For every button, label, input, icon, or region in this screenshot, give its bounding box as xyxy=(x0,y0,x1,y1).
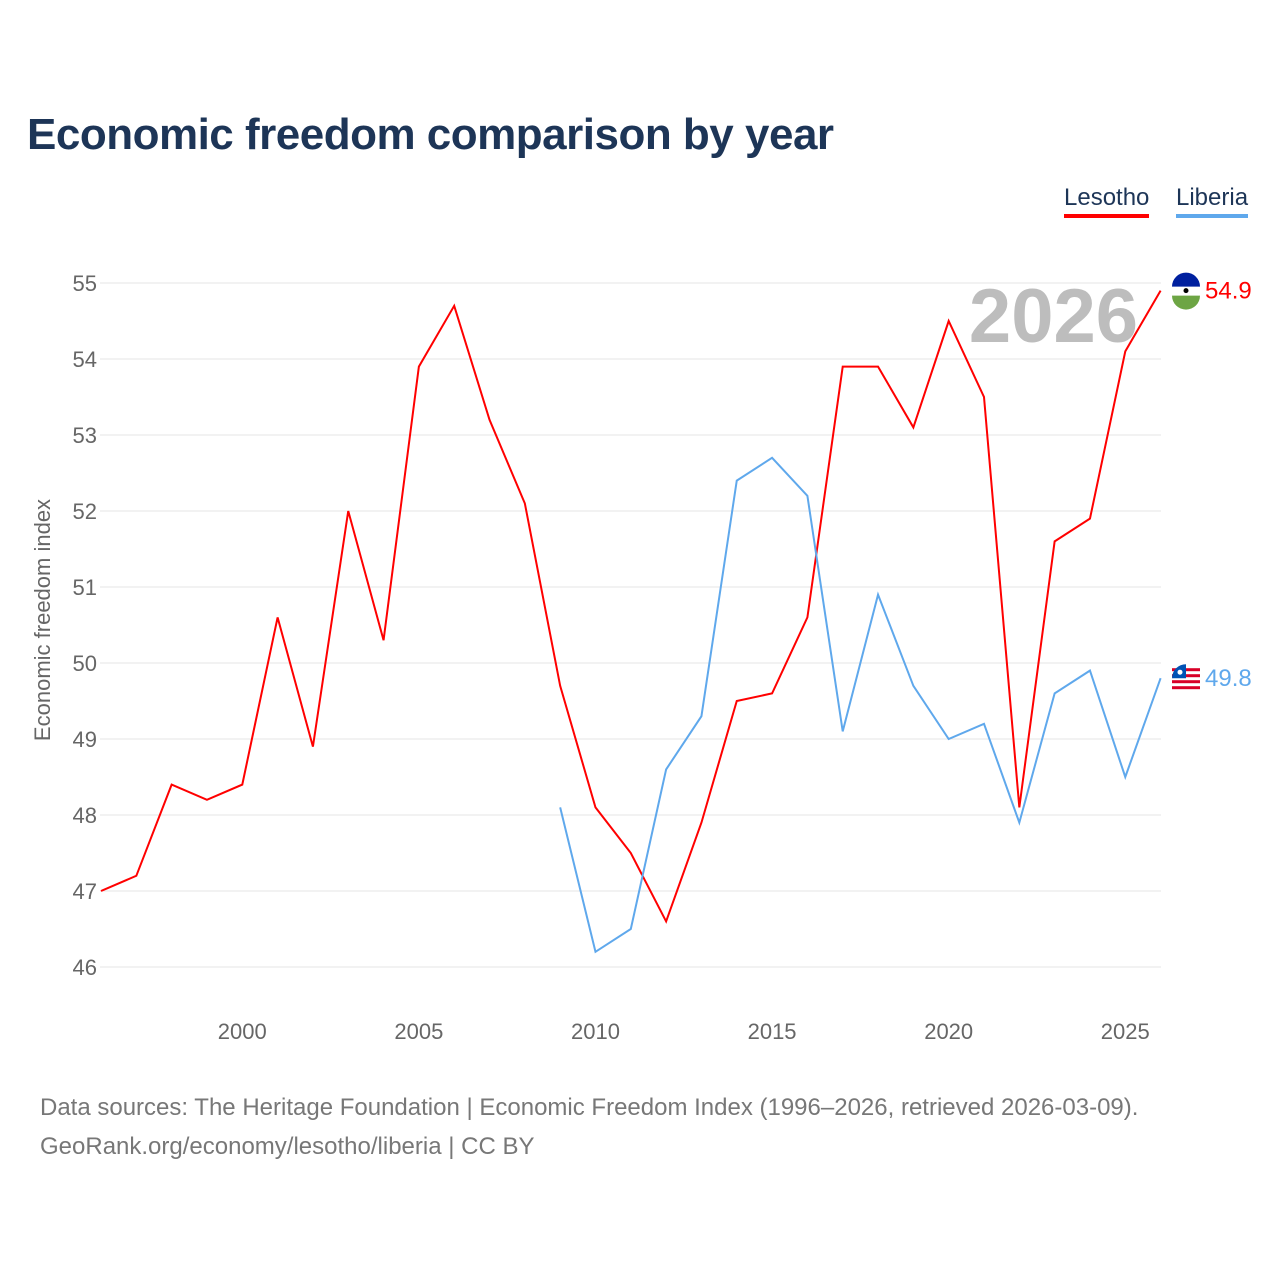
x-tick-label: 2010 xyxy=(571,1019,620,1044)
y-tick-label: 46 xyxy=(73,955,97,980)
x-tick-label: 2000 xyxy=(218,1019,267,1044)
x-tick-label: 2015 xyxy=(748,1019,797,1044)
y-tick-label: 55 xyxy=(73,271,97,296)
chart-title: Economic freedom comparison by year xyxy=(27,110,834,159)
year-watermark: 2026 xyxy=(969,274,1138,359)
x-tick-label: 2025 xyxy=(1101,1019,1150,1044)
x-tick-label: 2005 xyxy=(394,1019,443,1044)
y-tick-label: 54 xyxy=(73,347,97,372)
legend-liberia[interactable]: Liberia xyxy=(1176,184,1249,218)
end-label-lesotho: 54.9 xyxy=(1205,278,1252,305)
flag-hat xyxy=(1183,288,1189,294)
legend-lesotho[interactable]: Lesotho xyxy=(1064,184,1150,218)
y-tick-label: 53 xyxy=(73,423,97,448)
y-tick-label: 47 xyxy=(73,879,97,904)
flag-liberia-icon xyxy=(1172,664,1200,693)
source-note: Data sources: The Heritage Foundation | … xyxy=(40,1088,1138,1166)
flag-stripe xyxy=(1172,272,1200,287)
series-line-lesotho xyxy=(100,290,1162,924)
y-tick-label: 50 xyxy=(73,651,97,676)
y-tick-label: 49 xyxy=(73,727,97,752)
y-tick-label: 51 xyxy=(73,575,97,600)
series-line-liberia xyxy=(559,456,1162,954)
source-line-1: Data sources: The Heritage Foundation | … xyxy=(40,1094,1139,1121)
x-tick-label: 2020 xyxy=(924,1019,973,1044)
flag-stripe xyxy=(1172,686,1200,690)
y-tick-label: 48 xyxy=(73,803,97,828)
y-tick-label: 52 xyxy=(73,499,97,524)
end-label-liberia: 49.8 xyxy=(1205,665,1252,692)
flag-lesotho-icon xyxy=(1172,272,1200,310)
flag-stripe xyxy=(1172,680,1200,684)
flag-star xyxy=(1177,669,1183,675)
source-line-2[interactable]: GeoRank.org/economy/lesotho/liberia | CC… xyxy=(40,1133,535,1160)
flag-stripe xyxy=(1172,295,1200,310)
